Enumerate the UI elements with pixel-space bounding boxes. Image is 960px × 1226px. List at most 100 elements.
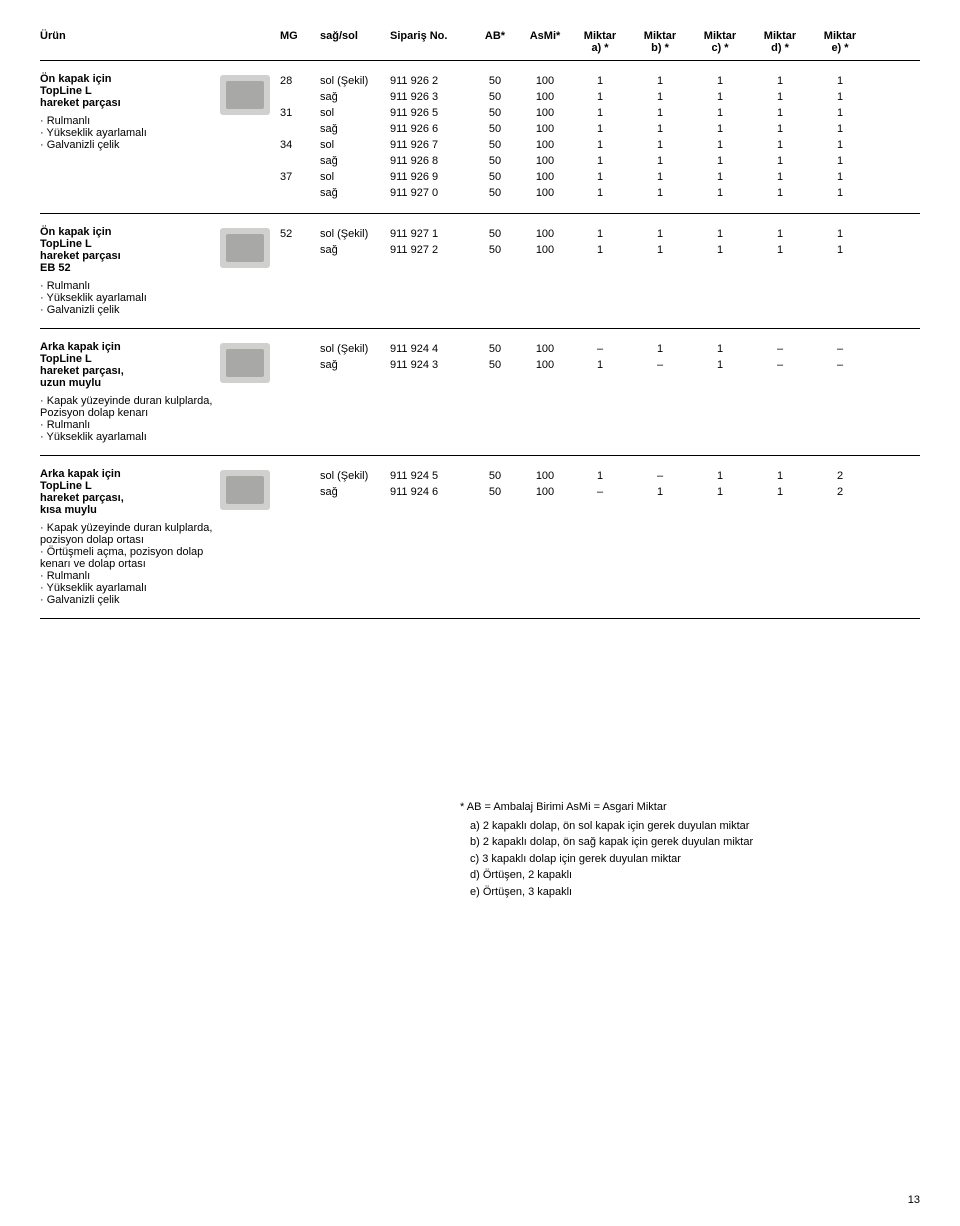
cell-miktar-c: 1 — [690, 187, 750, 199]
cell-miktar-c: 1 — [690, 343, 750, 355]
cell-ab: 50 — [470, 75, 520, 87]
table-row: sağ911 924 650100–1112 — [280, 484, 920, 500]
cell-ab: 50 — [470, 359, 520, 371]
cell-miktar-c: 1 — [690, 139, 750, 151]
cell-miktar-a: – — [570, 486, 630, 498]
cell-miktar-a: 1 — [570, 359, 630, 371]
cell-mg — [280, 359, 320, 371]
cell-sagsol: sağ — [320, 244, 390, 256]
table-row: sağ911 924 3501001–1–– — [280, 357, 920, 373]
hdr-mg: MG — [280, 30, 320, 54]
cell-miktar-a: – — [570, 343, 630, 355]
product-image-icon — [220, 75, 270, 115]
product-table: 52sol (Şekil)911 927 15010011111sağ911 9… — [280, 226, 920, 316]
cell-miktar-c: 1 — [690, 486, 750, 498]
cell-asmi: 100 — [520, 244, 570, 256]
hdr-sagsol: sağ/sol — [320, 30, 390, 54]
cell-mg: 31 — [280, 107, 320, 119]
product-bullets: Kapak yüzeyinde duran kulplarda, pozisyo… — [40, 522, 220, 606]
cell-miktar-b: 1 — [630, 244, 690, 256]
cell-asmi: 100 — [520, 75, 570, 87]
table-row: 52sol (Şekil)911 927 15010011111 — [280, 226, 920, 242]
product-table: 28sol (Şekil)911 926 25010011111sağ911 9… — [280, 73, 920, 201]
cell-miktar-d: – — [750, 359, 810, 371]
cell-miktar-e: 1 — [810, 155, 870, 167]
product-bullet: Örtüşmeli açma, pozisyon dolap kenarı ve… — [40, 546, 220, 570]
cell-asmi: 100 — [520, 107, 570, 119]
table-row: 28sol (Şekil)911 926 25010011111 — [280, 73, 920, 89]
product-bullets: RulmanlıYükseklik ayarlamalıGalvanizli ç… — [40, 280, 220, 316]
cell-asmi: 100 — [520, 343, 570, 355]
cell-siparis: 911 924 6 — [390, 486, 470, 498]
cell-miktar-d: 1 — [750, 187, 810, 199]
table-row: sol (Şekil)911 924 450100–11–– — [280, 341, 920, 357]
footnotes: * AB = Ambalaj Birimi AsMi = Asgari Mikt… — [460, 799, 920, 900]
cell-siparis: 911 924 5 — [390, 470, 470, 482]
cell-miktar-c: 1 — [690, 228, 750, 240]
cell-mg — [280, 470, 320, 482]
product-table: sol (Şekil)911 924 450100–11––sağ911 924… — [280, 341, 920, 443]
cell-siparis: 911 926 7 — [390, 139, 470, 151]
cell-miktar-e: 1 — [810, 123, 870, 135]
product-bullet: Kapak yüzeyinde duran kulplarda, Pozisyo… — [40, 395, 220, 419]
cell-miktar-d: 1 — [750, 107, 810, 119]
cell-miktar-d: 1 — [750, 171, 810, 183]
product-section: Arka kapak içinTopLine Lhareket parçası,… — [40, 456, 920, 619]
cell-miktar-a: 1 — [570, 155, 630, 167]
cell-miktar-b: 1 — [630, 343, 690, 355]
cell-siparis: 911 927 2 — [390, 244, 470, 256]
cell-siparis: 911 926 2 — [390, 75, 470, 87]
cell-miktar-b: 1 — [630, 75, 690, 87]
page-number: 13 — [908, 1194, 920, 1206]
cell-mg: 37 — [280, 171, 320, 183]
cell-miktar-e: 2 — [810, 470, 870, 482]
cell-miktar-d: 1 — [750, 486, 810, 498]
cell-ab: 50 — [470, 244, 520, 256]
cell-ab: 50 — [470, 155, 520, 167]
cell-siparis: 911 924 3 — [390, 359, 470, 371]
cell-sagsol: sol (Şekil) — [320, 228, 390, 240]
product-bullet: Galvanizli çelik — [40, 304, 220, 316]
product-title: Ön kapak içinTopLine Lhareket parçası — [40, 73, 220, 109]
cell-mg — [280, 343, 320, 355]
cell-sagsol: sağ — [320, 486, 390, 498]
cell-asmi: 100 — [520, 228, 570, 240]
cell-asmi: 100 — [520, 187, 570, 199]
product-section: Arka kapak içinTopLine Lhareket parçası,… — [40, 329, 920, 456]
cell-ab: 50 — [470, 470, 520, 482]
cell-miktar-d: – — [750, 343, 810, 355]
cell-siparis: 911 926 9 — [390, 171, 470, 183]
cell-siparis: 911 927 1 — [390, 228, 470, 240]
product-image — [220, 341, 280, 443]
product-image-icon — [220, 228, 270, 268]
cell-miktar-b: 1 — [630, 486, 690, 498]
table-row: sağ911 927 05010011111 — [280, 185, 920, 201]
cell-miktar-b: 1 — [630, 91, 690, 103]
product-description: Ön kapak içinTopLine Lhareket parçasıEB … — [40, 226, 220, 316]
footnote-line: b) 2 kapaklı dolap, ön sağ kapak için ge… — [460, 834, 920, 851]
cell-ab: 50 — [470, 343, 520, 355]
cell-miktar-c: 1 — [690, 75, 750, 87]
cell-sagsol: sol — [320, 139, 390, 151]
cell-asmi: 100 — [520, 486, 570, 498]
hdr-miktar-a: Miktar a) * — [570, 30, 630, 54]
table-header: Ürün MG sağ/sol Sipariş No. AB* AsMi* Mi… — [40, 30, 920, 61]
product-bullet: Rulmanlı — [40, 280, 220, 292]
cell-sagsol: sol (Şekil) — [320, 470, 390, 482]
product-image-icon — [220, 343, 270, 383]
cell-mg — [280, 244, 320, 256]
product-title: Ön kapak içinTopLine Lhareket parçasıEB … — [40, 226, 220, 274]
hdr-ab: AB* — [470, 30, 520, 54]
cell-siparis: 911 927 0 — [390, 187, 470, 199]
cell-sagsol: sol — [320, 107, 390, 119]
cell-ab: 50 — [470, 123, 520, 135]
cell-mg — [280, 486, 320, 498]
cell-miktar-c: 1 — [690, 155, 750, 167]
product-bullet: Yükseklik ayarlamalı — [40, 582, 220, 594]
cell-miktar-b: 1 — [630, 107, 690, 119]
product-table: sol (Şekil)911 924 5501001–112sağ911 924… — [280, 468, 920, 606]
product-bullet: Rulmanlı — [40, 419, 220, 431]
cell-mg: 28 — [280, 75, 320, 87]
hdr-siparis: Sipariş No. — [390, 30, 470, 54]
cell-mg — [280, 91, 320, 103]
